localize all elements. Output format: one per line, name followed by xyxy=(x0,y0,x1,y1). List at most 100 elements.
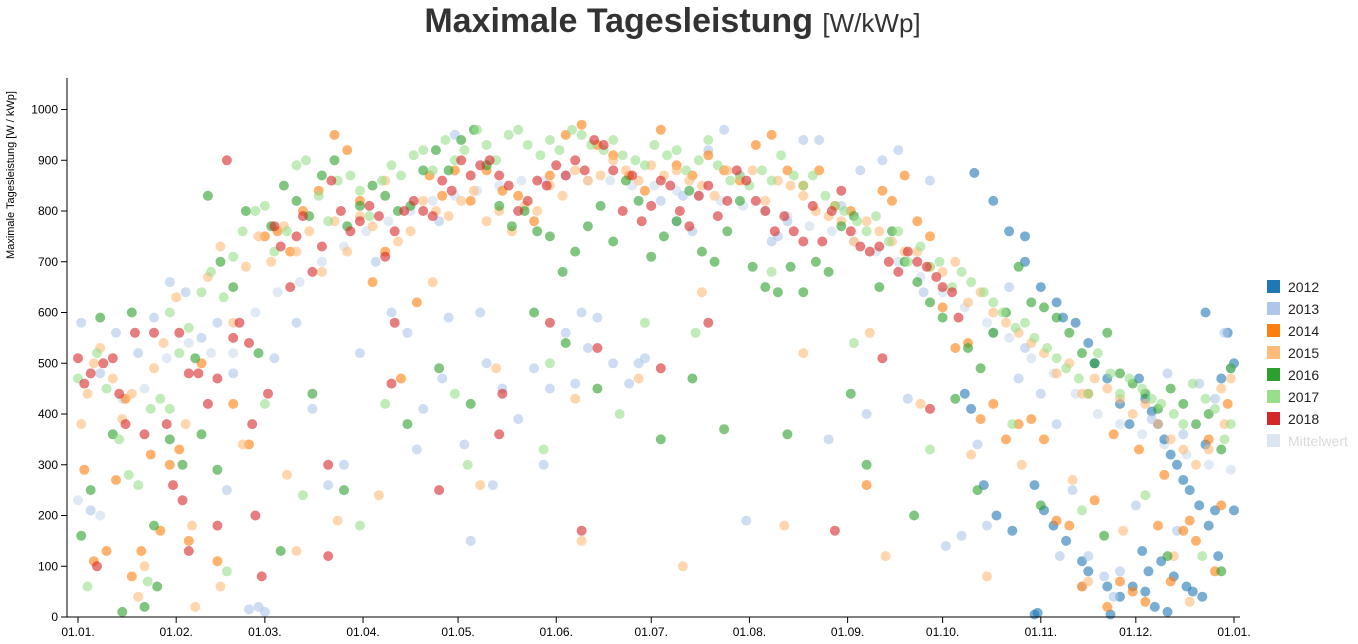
data-point xyxy=(297,211,308,222)
data-point xyxy=(1083,576,1094,587)
data-point xyxy=(202,190,213,201)
data-point xyxy=(130,327,140,338)
data-point xyxy=(925,444,935,455)
y-tick-label: 1000 xyxy=(31,103,58,117)
data-point xyxy=(1197,551,1208,562)
data-point xyxy=(560,170,571,181)
data-point xyxy=(446,185,457,196)
data-point xyxy=(427,165,438,176)
data-point xyxy=(1210,393,1220,404)
data-point xyxy=(614,409,625,419)
data-point xyxy=(722,165,733,176)
data-point xyxy=(1165,434,1176,445)
y-tick-label: 100 xyxy=(38,559,58,573)
data-point xyxy=(972,485,983,496)
data-point xyxy=(655,195,666,206)
legend-item-2018[interactable]: 2018 xyxy=(1267,411,1319,427)
legend-item-2013[interactable]: 2013 xyxy=(1267,301,1319,317)
data-point xyxy=(925,297,935,308)
data-point xyxy=(693,155,704,166)
legend-item-2012[interactable]: 2012 xyxy=(1267,279,1319,295)
data-point xyxy=(1035,282,1046,293)
legend[interactable]: 2012 2013 2014 2015 2016 2017 2018 Mittelwert xyxy=(1267,279,1348,449)
data-point xyxy=(427,277,438,288)
data-point xyxy=(1035,500,1046,511)
data-point xyxy=(871,211,882,222)
data-point xyxy=(1203,444,1214,455)
data-point xyxy=(1168,409,1179,419)
data-point xyxy=(1077,348,1087,359)
data-point xyxy=(741,515,752,526)
data-point xyxy=(383,216,394,227)
legend-label: 2016 xyxy=(1288,367,1319,383)
series-2018 xyxy=(73,135,964,582)
data-point xyxy=(1146,393,1157,404)
data-point xyxy=(937,312,948,323)
data-point xyxy=(364,211,375,222)
data-point xyxy=(465,535,476,546)
data-point xyxy=(101,546,112,556)
data-point xyxy=(798,236,809,247)
data-point xyxy=(1127,409,1138,419)
legend-item-2016[interactable]: 2016 xyxy=(1267,367,1319,383)
data-point xyxy=(196,429,207,440)
data-point xyxy=(712,211,723,222)
data-point xyxy=(247,419,258,430)
data-point xyxy=(316,241,327,252)
data-point xyxy=(1162,551,1173,562)
data-point xyxy=(237,439,248,450)
data-point xyxy=(259,200,270,211)
data-point xyxy=(120,419,131,430)
data-point xyxy=(893,266,904,277)
data-point xyxy=(1225,419,1236,430)
legend-item-2015[interactable]: 2015 xyxy=(1267,345,1319,361)
data-point xyxy=(399,206,410,216)
data-point xyxy=(722,226,733,237)
data-point xyxy=(494,170,505,181)
legend-item-2014[interactable]: 2014 xyxy=(1267,323,1319,339)
data-point xyxy=(386,307,397,318)
data-point xyxy=(459,439,470,450)
data-point xyxy=(551,160,562,171)
data-point xyxy=(769,226,780,237)
data-point xyxy=(703,135,714,145)
data-point xyxy=(1115,566,1125,577)
data-point xyxy=(785,261,796,272)
x-tick-label: 01.01. xyxy=(61,625,94,639)
data-point xyxy=(307,403,318,414)
data-point xyxy=(760,282,771,293)
data-point xyxy=(617,150,628,161)
data-point xyxy=(456,135,467,145)
data-point xyxy=(85,368,96,379)
data-point xyxy=(589,135,600,145)
data-point xyxy=(215,256,226,267)
data-point xyxy=(1102,383,1113,394)
data-point xyxy=(342,145,353,156)
data-point xyxy=(136,546,147,556)
data-point xyxy=(323,459,334,470)
data-point xyxy=(228,348,239,359)
data-point xyxy=(633,195,644,206)
data-point xyxy=(538,444,549,455)
data-point xyxy=(608,155,619,166)
data-point xyxy=(1007,419,1018,430)
legend-item-mittelwert[interactable]: Mittelwert xyxy=(1267,433,1348,449)
data-point xyxy=(1156,398,1167,409)
data-point xyxy=(282,226,292,237)
data-point xyxy=(963,343,973,353)
legend-item-2017[interactable]: 2017 xyxy=(1267,389,1319,405)
data-point xyxy=(354,200,365,211)
data-point xyxy=(221,155,232,166)
data-point xyxy=(263,388,273,399)
data-point xyxy=(1061,535,1072,546)
data-point xyxy=(145,403,156,414)
data-point xyxy=(823,266,834,277)
data-point xyxy=(1194,500,1205,511)
data-point xyxy=(779,211,790,222)
data-point xyxy=(475,480,486,491)
data-point xyxy=(925,403,935,414)
data-point xyxy=(608,165,619,176)
data-point xyxy=(703,180,714,191)
data-point xyxy=(307,266,318,277)
